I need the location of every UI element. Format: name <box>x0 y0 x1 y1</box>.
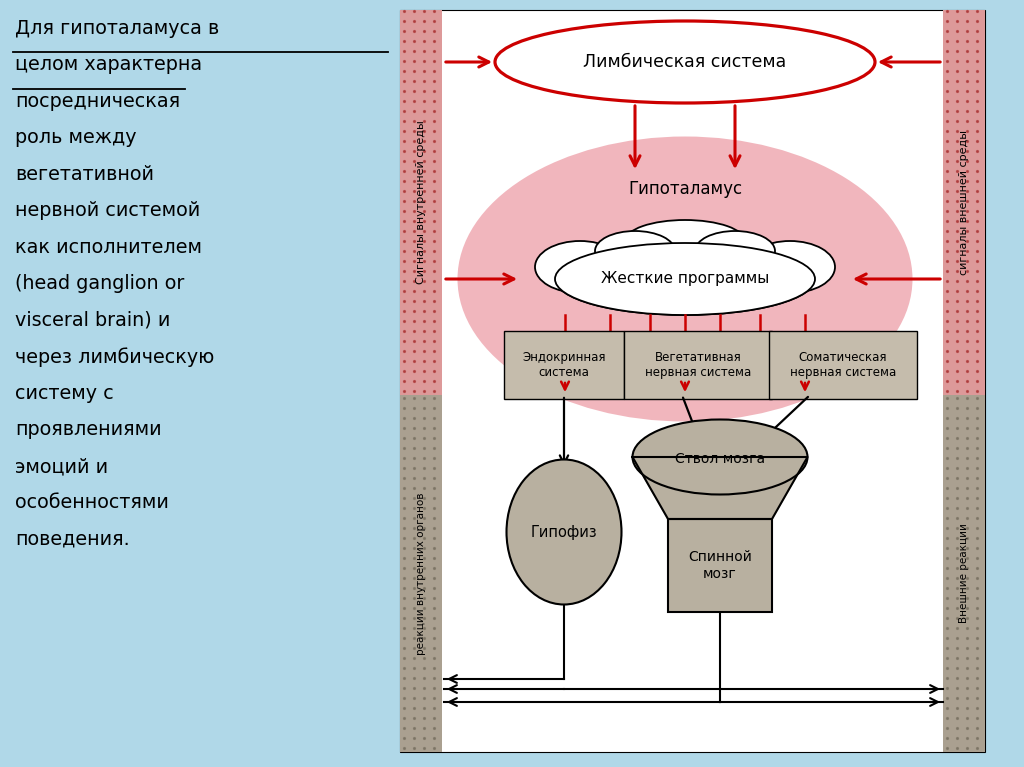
Text: через лимбическую: через лимбическую <box>15 347 214 367</box>
Ellipse shape <box>555 243 815 315</box>
Text: Вегетативная
нервная система: Вегетативная нервная система <box>645 351 752 379</box>
Ellipse shape <box>507 459 622 604</box>
Text: (head ganglion or: (head ganglion or <box>15 275 184 294</box>
Text: нервной системой: нервной системой <box>15 202 201 220</box>
FancyBboxPatch shape <box>504 331 624 399</box>
FancyBboxPatch shape <box>943 395 985 752</box>
Ellipse shape <box>625 220 745 262</box>
Text: проявлениями: проявлениями <box>15 420 162 439</box>
Text: сигналы внешней среды: сигналы внешней среды <box>959 130 969 275</box>
Text: целом характерна: целом характерна <box>15 55 202 74</box>
Text: Гипоталамус: Гипоталамус <box>628 180 742 198</box>
Text: роль между: роль между <box>15 129 136 147</box>
FancyBboxPatch shape <box>943 10 985 395</box>
Ellipse shape <box>595 231 675 271</box>
Text: Соматическая
нервная система: Соматическая нервная система <box>790 351 896 379</box>
Text: эмоций и: эмоций и <box>15 457 109 476</box>
FancyBboxPatch shape <box>624 331 772 399</box>
Text: Для гипоталамуса в: Для гипоталамуса в <box>15 19 219 38</box>
Text: Внешние реакции: Внешние реакции <box>959 524 969 624</box>
Text: Гипофиз: Гипофиз <box>530 525 597 539</box>
Ellipse shape <box>695 231 775 271</box>
Ellipse shape <box>458 137 912 422</box>
Text: visceral brain) и: visceral brain) и <box>15 311 170 330</box>
Text: Спинной
мозг: Спинной мозг <box>688 551 752 581</box>
Text: поведения.: поведения. <box>15 530 130 549</box>
FancyBboxPatch shape <box>400 395 442 752</box>
FancyBboxPatch shape <box>668 519 772 612</box>
Ellipse shape <box>745 241 835 293</box>
Text: особенностями: особенностями <box>15 493 169 512</box>
Text: реакции внутренних органов: реакции внутренних органов <box>416 492 426 655</box>
Text: вегетативной: вегетативной <box>15 165 154 184</box>
Text: Сигналы внутренней среды: Сигналы внутренней среды <box>416 120 426 285</box>
Text: Жесткие программы: Жесткие программы <box>601 272 769 287</box>
FancyBboxPatch shape <box>400 10 985 752</box>
Text: систему с: систему с <box>15 384 114 403</box>
Text: Эндокринная
система: Эндокринная система <box>522 351 606 379</box>
FancyBboxPatch shape <box>769 331 918 399</box>
Text: Ствол мозга: Ствол мозга <box>675 452 765 466</box>
Text: Лимбическая система: Лимбическая система <box>584 53 786 71</box>
Ellipse shape <box>633 420 808 495</box>
Ellipse shape <box>535 241 625 293</box>
FancyBboxPatch shape <box>400 10 442 395</box>
Text: как исполнителем: как исполнителем <box>15 238 202 257</box>
Polygon shape <box>633 457 808 519</box>
Ellipse shape <box>495 21 874 103</box>
Text: посредническая: посредническая <box>15 92 180 111</box>
Ellipse shape <box>555 243 815 315</box>
